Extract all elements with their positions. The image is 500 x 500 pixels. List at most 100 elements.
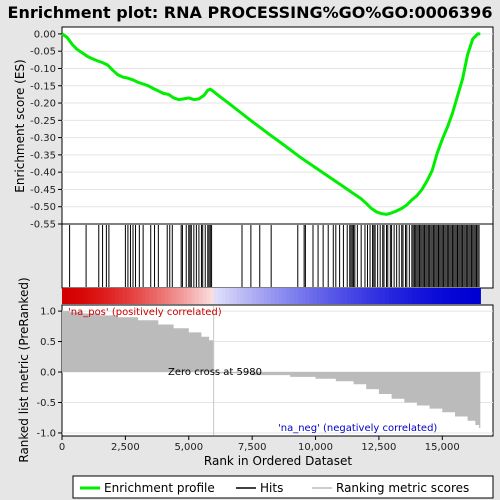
color-bar-segment	[415, 288, 421, 304]
color-bar-segment	[343, 288, 348, 304]
metric-y-tick-label: -1.0	[36, 428, 56, 439]
color-bar-segment	[100, 288, 105, 304]
color-bar-segment	[259, 288, 265, 304]
color-bar-segment	[191, 288, 196, 304]
chart-title: Enrichment plot: RNA PROCESSING%GO%GO:00…	[8, 3, 493, 22]
color-bar-segment	[77, 288, 82, 304]
color-bar-segment	[476, 288, 481, 304]
x-axis-label: Rank in Ordered Dataset	[204, 454, 352, 468]
color-bar-segment	[385, 288, 390, 304]
color-bar-segment	[408, 288, 413, 304]
color-bar-segment	[472, 288, 478, 304]
metric-y-ticks: 1.0 0.5 0.0 -0.5 -1.0	[36, 307, 62, 439]
metric-y-tick-label: 0.0	[40, 368, 56, 379]
color-bar-segment	[202, 288, 208, 304]
legend: Enrichment profile Hits Ranking metric sco…	[80, 481, 469, 495]
color-bar-segment	[373, 288, 379, 304]
enrichment-y-tick-label: -0.35	[30, 150, 56, 161]
x-tick-label: 15,000	[425, 442, 460, 453]
color-bar-segment	[176, 288, 181, 304]
color-bar-segment	[457, 288, 462, 304]
color-bar-segment	[377, 288, 383, 304]
color-bar-segment	[442, 288, 447, 304]
color-bar-segment	[103, 288, 109, 304]
color-bar-segment	[419, 288, 424, 304]
color-bar-segment	[134, 288, 139, 304]
color-bar-segment	[438, 288, 443, 304]
color-bar-segment	[392, 288, 398, 304]
color-bar-segment	[324, 288, 329, 304]
color-bar-segment	[423, 288, 428, 304]
enrichment-y-tick-label: -0.40	[30, 168, 56, 179]
negative-correlation-label: 'na_neg' (negatively correlated)	[278, 423, 437, 434]
metric-y-axis-label: Ranked list metric (PreRanked)	[17, 277, 31, 462]
color-bar-segment	[81, 288, 86, 304]
enrichment-y-tick-label: -0.30	[30, 133, 56, 144]
color-bar-segment	[427, 288, 432, 304]
color-bar-segment	[233, 288, 238, 304]
color-bar-segment	[366, 288, 371, 304]
x-tick-label: 12,500	[361, 442, 396, 453]
color-bar-segment	[461, 288, 466, 304]
enrichment-profile-line	[61, 32, 481, 216]
color-bar-segment	[381, 288, 386, 304]
legend-label-0: Enrichment profile	[104, 481, 215, 495]
color-bar-segment	[198, 288, 204, 304]
color-bar-segment	[92, 288, 97, 304]
legend-label-1: Hits	[260, 481, 283, 495]
color-bar-segment	[88, 288, 94, 304]
color-bar-segment	[332, 288, 337, 304]
color-bar-segment	[153, 288, 158, 304]
color-bar-segment	[404, 288, 409, 304]
x-tick-label: 7,500	[238, 442, 267, 453]
color-bar-segment	[267, 288, 272, 304]
color-bar-segment	[396, 288, 402, 304]
color-bar-segment	[465, 288, 470, 304]
color-bar-segment	[138, 288, 143, 304]
enrichment-y-tick-label: -0.50	[30, 202, 56, 213]
color-bar-segment	[328, 288, 333, 304]
color-bar-segment	[195, 288, 200, 304]
color-bar-segment	[149, 288, 154, 304]
x-tick-label: 10,000	[298, 442, 333, 453]
color-bar-segment	[370, 288, 375, 304]
color-bar-segment	[449, 288, 455, 304]
x-tick-label: 5,000	[174, 442, 203, 453]
color-bar-segment	[282, 288, 287, 304]
color-bar-segment	[183, 288, 189, 304]
color-bar-segment	[107, 288, 113, 304]
color-bar-segment	[225, 288, 230, 304]
color-bar-segment	[126, 288, 132, 304]
color-bar-segment	[301, 288, 306, 304]
color-bar-segment	[293, 288, 299, 304]
color-bar-segment	[252, 288, 257, 304]
color-bar-segment	[271, 288, 276, 304]
color-bar-segment	[96, 288, 101, 304]
color-bar-segment	[347, 288, 352, 304]
color-bar-segment	[354, 288, 360, 304]
color-bar-segment	[312, 288, 318, 304]
color-bar-segment	[339, 288, 345, 304]
color-bar-segment	[122, 288, 128, 304]
enrichment-y-tick-label: -0.15	[30, 81, 56, 92]
color-bar-segment	[274, 288, 280, 304]
color-bar-segment	[309, 288, 314, 304]
color-bar-segment	[290, 288, 295, 304]
color-bar-segment	[358, 288, 364, 304]
color-bar-segment	[468, 288, 474, 304]
color-bar-segment	[164, 288, 170, 304]
color-bar-segment	[73, 288, 78, 304]
color-bar-segment	[221, 288, 227, 304]
color-bar-segment	[69, 288, 75, 304]
color-bar-segment	[210, 288, 215, 304]
enrichment-y-ticks: 0.00 -0.05 -0.10 -0.15 -0.20 -0.25 -0.30 -0.35 -…	[30, 29, 62, 231]
x-axis-ticks: 0 2,500 5,000 7,500 10,000 12,500 15,000	[59, 436, 460, 453]
color-bar-segment	[172, 288, 177, 304]
color-bar-segment	[240, 288, 246, 304]
enrichment-y-tick-label: 0.00	[34, 29, 56, 40]
color-bar-segment	[236, 288, 242, 304]
hit-markers	[69, 225, 480, 287]
ranking-color-bar	[62, 288, 481, 304]
color-bar-segment	[115, 288, 120, 304]
